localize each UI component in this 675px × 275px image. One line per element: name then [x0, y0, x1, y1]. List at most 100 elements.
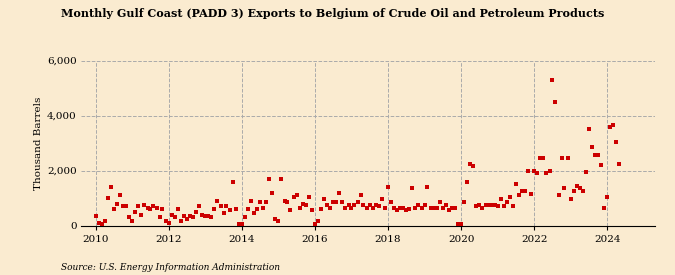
- Point: [117, 204, 128, 208]
- Point: [105, 185, 116, 189]
- Point: [215, 204, 226, 208]
- Point: [103, 196, 113, 200]
- Point: [437, 205, 448, 210]
- Point: [416, 205, 427, 210]
- Point: [568, 189, 579, 193]
- Point: [514, 193, 524, 197]
- Point: [224, 208, 235, 213]
- Point: [577, 189, 588, 193]
- Point: [111, 201, 122, 206]
- Point: [508, 204, 518, 208]
- Point: [373, 204, 384, 208]
- Point: [550, 100, 561, 104]
- Point: [371, 203, 381, 207]
- Point: [169, 215, 180, 219]
- Point: [349, 203, 360, 207]
- Point: [587, 145, 597, 149]
- Point: [419, 203, 430, 207]
- Point: [535, 156, 546, 160]
- Point: [273, 219, 284, 224]
- Point: [337, 200, 348, 204]
- Point: [580, 170, 591, 174]
- Point: [300, 203, 311, 207]
- Point: [556, 156, 567, 160]
- Point: [404, 207, 414, 211]
- Point: [230, 207, 241, 211]
- Point: [282, 200, 293, 204]
- Point: [151, 205, 162, 210]
- Point: [99, 219, 110, 224]
- Point: [510, 182, 521, 186]
- Point: [166, 212, 177, 217]
- Point: [352, 200, 363, 204]
- Point: [425, 205, 436, 210]
- Point: [343, 203, 354, 207]
- Text: Source: U.S. Energy Information Administration: Source: U.S. Energy Information Administ…: [61, 263, 279, 272]
- Point: [385, 200, 396, 204]
- Point: [602, 194, 613, 199]
- Point: [465, 161, 476, 166]
- Point: [306, 208, 317, 213]
- Point: [611, 139, 622, 144]
- Point: [303, 194, 314, 199]
- Point: [270, 216, 281, 221]
- Point: [480, 203, 491, 207]
- Point: [313, 219, 323, 224]
- Point: [392, 208, 402, 213]
- Point: [358, 203, 369, 207]
- Point: [176, 219, 186, 224]
- Point: [458, 200, 469, 204]
- Point: [483, 203, 494, 207]
- Point: [407, 186, 418, 191]
- Point: [474, 203, 485, 207]
- Point: [453, 222, 464, 226]
- Point: [574, 186, 585, 191]
- Point: [364, 203, 375, 207]
- Point: [440, 203, 451, 207]
- Text: Monthly Gulf Coast (PADD 3) Exports to Belgium of Crude Oil and Petroleum Produc: Monthly Gulf Coast (PADD 3) Exports to B…: [61, 8, 604, 19]
- Point: [492, 204, 503, 208]
- Point: [136, 212, 146, 217]
- Point: [179, 214, 190, 218]
- Point: [328, 200, 339, 204]
- Point: [242, 207, 253, 211]
- Point: [121, 204, 132, 208]
- Point: [559, 186, 570, 191]
- Point: [161, 219, 171, 224]
- Point: [298, 201, 308, 206]
- Point: [172, 207, 183, 211]
- Point: [163, 221, 174, 225]
- Point: [321, 203, 332, 207]
- Point: [532, 171, 543, 175]
- Point: [325, 205, 335, 210]
- Point: [261, 200, 271, 204]
- Point: [254, 200, 265, 204]
- Point: [565, 197, 576, 202]
- Point: [605, 124, 616, 129]
- Point: [562, 156, 573, 160]
- Point: [462, 179, 472, 184]
- Point: [130, 210, 140, 214]
- Point: [361, 205, 372, 210]
- Point: [471, 204, 482, 208]
- Point: [212, 199, 223, 203]
- Point: [264, 177, 275, 181]
- Point: [288, 194, 299, 199]
- Point: [529, 168, 539, 173]
- Point: [127, 219, 138, 224]
- Point: [148, 204, 159, 208]
- Point: [197, 212, 208, 217]
- Point: [218, 211, 229, 215]
- Point: [188, 215, 198, 219]
- Point: [413, 203, 424, 207]
- Point: [495, 197, 506, 202]
- Point: [428, 205, 439, 210]
- Point: [355, 193, 366, 197]
- Point: [383, 185, 394, 189]
- Point: [422, 185, 433, 189]
- Point: [401, 208, 412, 213]
- Point: [395, 205, 406, 210]
- Point: [599, 205, 610, 210]
- Point: [331, 200, 342, 204]
- Point: [191, 210, 202, 214]
